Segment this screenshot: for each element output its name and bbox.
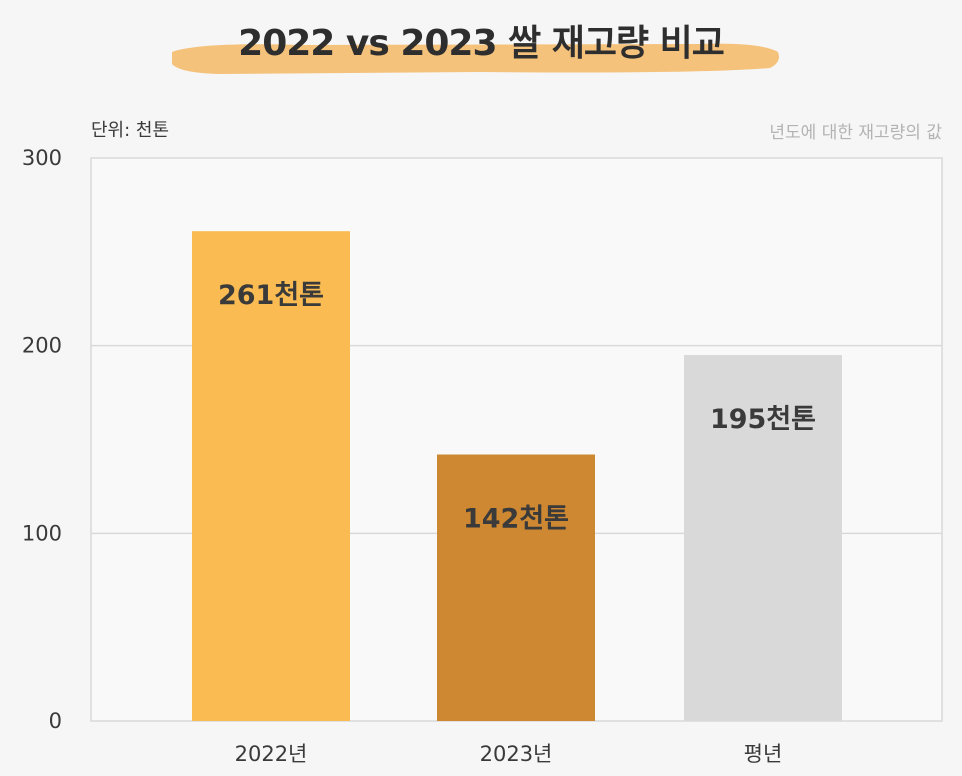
x-tick-label: 평년 [744, 742, 783, 766]
y-tick-label: 0 [49, 709, 62, 733]
bar [437, 454, 595, 721]
chart-title: 2022 vs 2023 쌀 재고량 비교 [238, 23, 725, 64]
y-tick-label: 300 [22, 146, 62, 170]
title-highlight-brush [172, 43, 779, 74]
chart-subtitle: 년도에 대한 재고량의 값 [769, 123, 942, 143]
y-tick-label: 100 [22, 521, 62, 545]
bar [684, 355, 842, 721]
unit-label: 단위: 천톤 [91, 120, 170, 141]
title-area: 2022 vs 2023 쌀 재고량 비교 [0, 0, 962, 90]
x-tick-label: 2022년 [235, 742, 308, 766]
x-tick-label: 2023년 [480, 742, 553, 766]
data-label: 142천톤 [463, 504, 569, 535]
y-tick-label: 200 [22, 334, 62, 358]
data-label: 261천톤 [218, 280, 324, 311]
data-label: 195천톤 [710, 404, 816, 435]
bar [192, 231, 350, 721]
